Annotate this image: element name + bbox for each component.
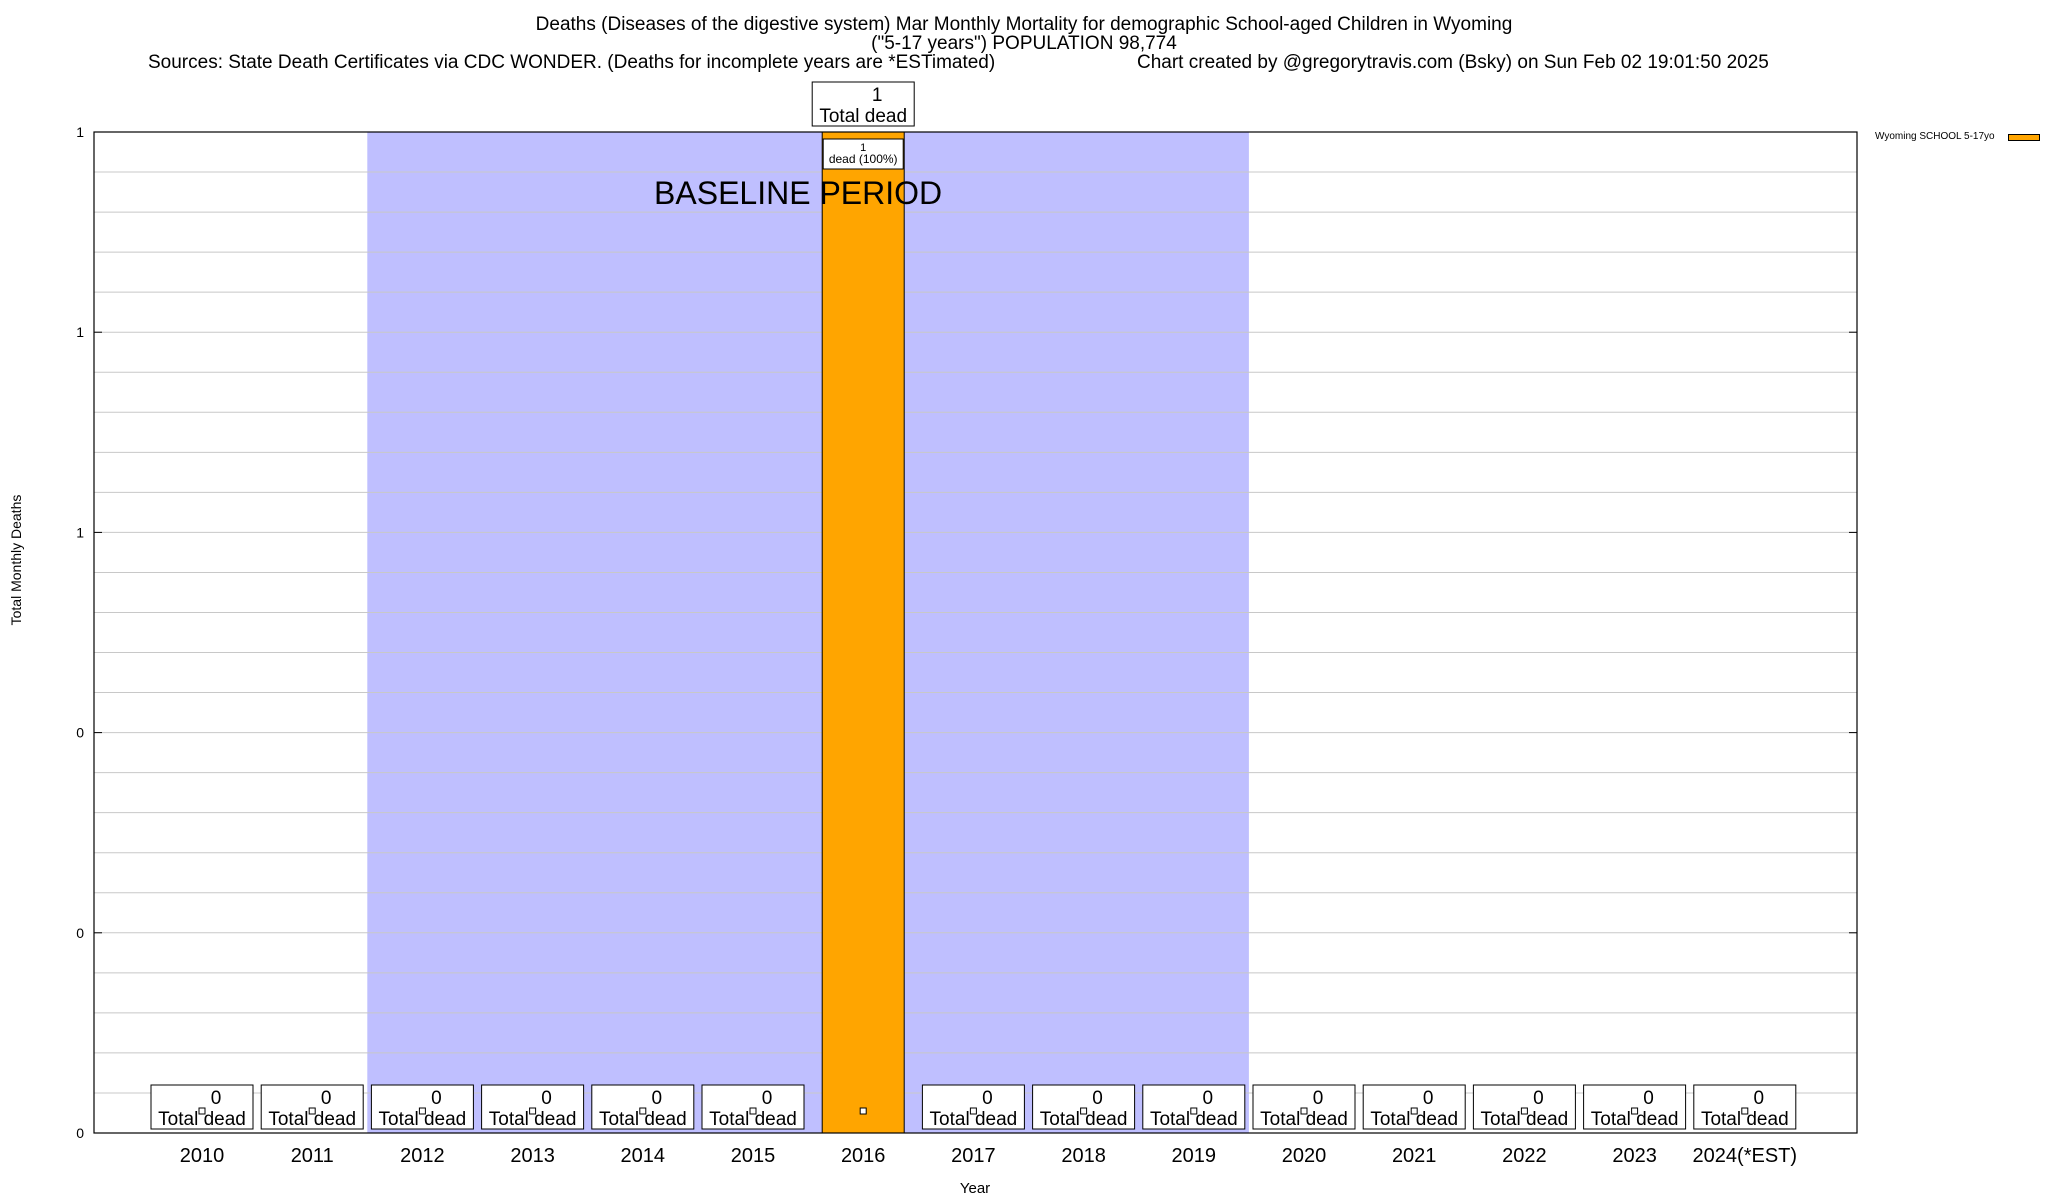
x-tick-marker	[969, 1107, 977, 1115]
total-label-2021: Total dead	[1370, 1109, 1458, 1130]
total-box-2015	[701, 1084, 805, 1130]
x-tick-label-2014: 2014	[621, 1145, 666, 1167]
x-tick-label-2024(*EST): 2024(*EST)	[1693, 1145, 1798, 1167]
bar-annotation-box	[822, 138, 904, 170]
bar-annotation-count: 1	[860, 142, 866, 154]
x-tick-label-2022: 2022	[1502, 1145, 1547, 1167]
total-label-2020: Total dead	[1260, 1109, 1348, 1130]
total-value-2014: 0	[652, 1088, 663, 1109]
legend-swatch	[2008, 134, 2040, 141]
total-box-2022	[1472, 1084, 1576, 1130]
plot-frame	[93, 131, 1858, 1134]
total-box-2012	[370, 1084, 474, 1130]
total-box-2018	[1032, 1084, 1136, 1130]
x-tick-label-2023: 2023	[1612, 1145, 1657, 1167]
x-tick-marker	[418, 1107, 426, 1115]
x-tick-marker	[859, 1107, 867, 1115]
chart-credit: Chart created by @gregorytravis.com (Bsk…	[1137, 52, 1769, 73]
y-tick-label: 1	[76, 124, 84, 140]
total-label-2011: Total dead	[268, 1109, 356, 1130]
y-tick-label: 1	[76, 324, 84, 340]
x-tick-label-2017: 2017	[951, 1145, 996, 1167]
total-box-2024(*EST)	[1693, 1084, 1797, 1130]
total-box-2014	[591, 1084, 695, 1130]
total-label-2018: Total dead	[1040, 1109, 1128, 1130]
total-label-2010: Total dead	[158, 1109, 246, 1130]
x-tick-marker	[308, 1107, 316, 1115]
x-tick-label-2019: 2019	[1172, 1145, 1217, 1167]
x-tick-marker	[1080, 1107, 1088, 1115]
bar-annotation-text: dead (100%)	[829, 152, 898, 166]
total-label-2014: Total dead	[599, 1109, 687, 1130]
total-box-2019	[1142, 1084, 1246, 1130]
x-axis-label: Year	[959, 1180, 991, 1197]
y-axis-label: Total Monthly Deaths	[8, 494, 24, 626]
total-box-2016	[811, 81, 915, 127]
total-box-2013	[481, 1084, 585, 1130]
x-tick-marker	[1300, 1107, 1308, 1115]
total-label-2019: Total dead	[1150, 1109, 1238, 1130]
x-tick-marker	[1520, 1107, 1528, 1115]
x-tick-marker	[639, 1107, 647, 1115]
total-box-2011	[260, 1084, 364, 1130]
total-value-2023: 0	[1643, 1088, 1654, 1109]
x-tick-marker	[1741, 1107, 1749, 1115]
total-value-2018: 0	[1092, 1088, 1103, 1109]
total-box-2023	[1583, 1084, 1687, 1130]
legend-label: Wyoming SCHOOL 5-17yo	[1875, 131, 1995, 142]
y-tick-label: 0	[76, 1125, 84, 1141]
baseline-period-label: BASELINE PERIOD	[654, 175, 942, 211]
total-value-2020: 0	[1313, 1088, 1324, 1109]
total-value-2021: 0	[1423, 1088, 1434, 1109]
total-label-2015: Total dead	[709, 1109, 797, 1130]
total-value-2012: 0	[431, 1088, 442, 1109]
total-box-2010	[150, 1084, 254, 1130]
x-tick-marker	[1410, 1107, 1418, 1115]
total-label-2012: Total dead	[379, 1109, 467, 1130]
total-value-2010: 0	[211, 1088, 222, 1109]
total-label-2024(*EST): Total dead	[1701, 1109, 1789, 1130]
total-value-2019: 0	[1203, 1088, 1214, 1109]
x-tick-marker	[749, 1107, 757, 1115]
x-tick-label-2010: 2010	[180, 1145, 225, 1167]
x-tick-label-2021: 2021	[1392, 1145, 1437, 1167]
x-tick-label-2016: 2016	[841, 1145, 886, 1167]
total-value-2015: 0	[762, 1088, 773, 1109]
total-box-2021	[1362, 1084, 1466, 1130]
total-label-2023: Total dead	[1591, 1109, 1679, 1130]
total-label-2016: Total dead	[819, 106, 907, 127]
total-value-2016: 1	[872, 85, 883, 106]
x-tick-label-2013: 2013	[510, 1145, 555, 1167]
total-box-2017	[921, 1084, 1025, 1130]
x-tick-marker	[198, 1107, 206, 1115]
x-tick-label-2020: 2020	[1282, 1145, 1327, 1167]
bar-2016	[821, 131, 905, 1134]
total-value-2013: 0	[541, 1088, 552, 1109]
chart-title: Deaths (Diseases of the digestive system…	[535, 14, 1513, 35]
y-tick-label: 0	[76, 725, 84, 741]
total-label-2022: Total dead	[1481, 1109, 1569, 1130]
total-box-2020	[1252, 1084, 1356, 1130]
total-value-2017: 0	[982, 1088, 993, 1109]
x-tick-marker	[1631, 1107, 1639, 1115]
baseline-period-band	[367, 132, 1249, 1133]
x-tick-label-2011: 2011	[291, 1145, 334, 1167]
x-tick-marker	[1190, 1107, 1198, 1115]
chart-sources: Sources: State Death Certificates via CD…	[148, 52, 996, 73]
x-tick-label-2015: 2015	[731, 1145, 776, 1167]
total-value-2022: 0	[1533, 1088, 1544, 1109]
x-tick-label-2018: 2018	[1061, 1145, 1106, 1167]
y-tick-label: 0	[76, 925, 84, 941]
y-tick-label: 1	[76, 524, 84, 540]
total-label-2017: Total dead	[930, 1109, 1018, 1130]
x-tick-label-2012: 2012	[400, 1145, 445, 1167]
x-tick-marker	[529, 1107, 537, 1115]
total-value-2011: 0	[321, 1088, 332, 1109]
chart-subtitle: ("5-17 years") POPULATION 98,774	[871, 33, 1177, 54]
total-label-2013: Total dead	[489, 1109, 577, 1130]
total-value-2024(*EST): 0	[1754, 1088, 1765, 1109]
